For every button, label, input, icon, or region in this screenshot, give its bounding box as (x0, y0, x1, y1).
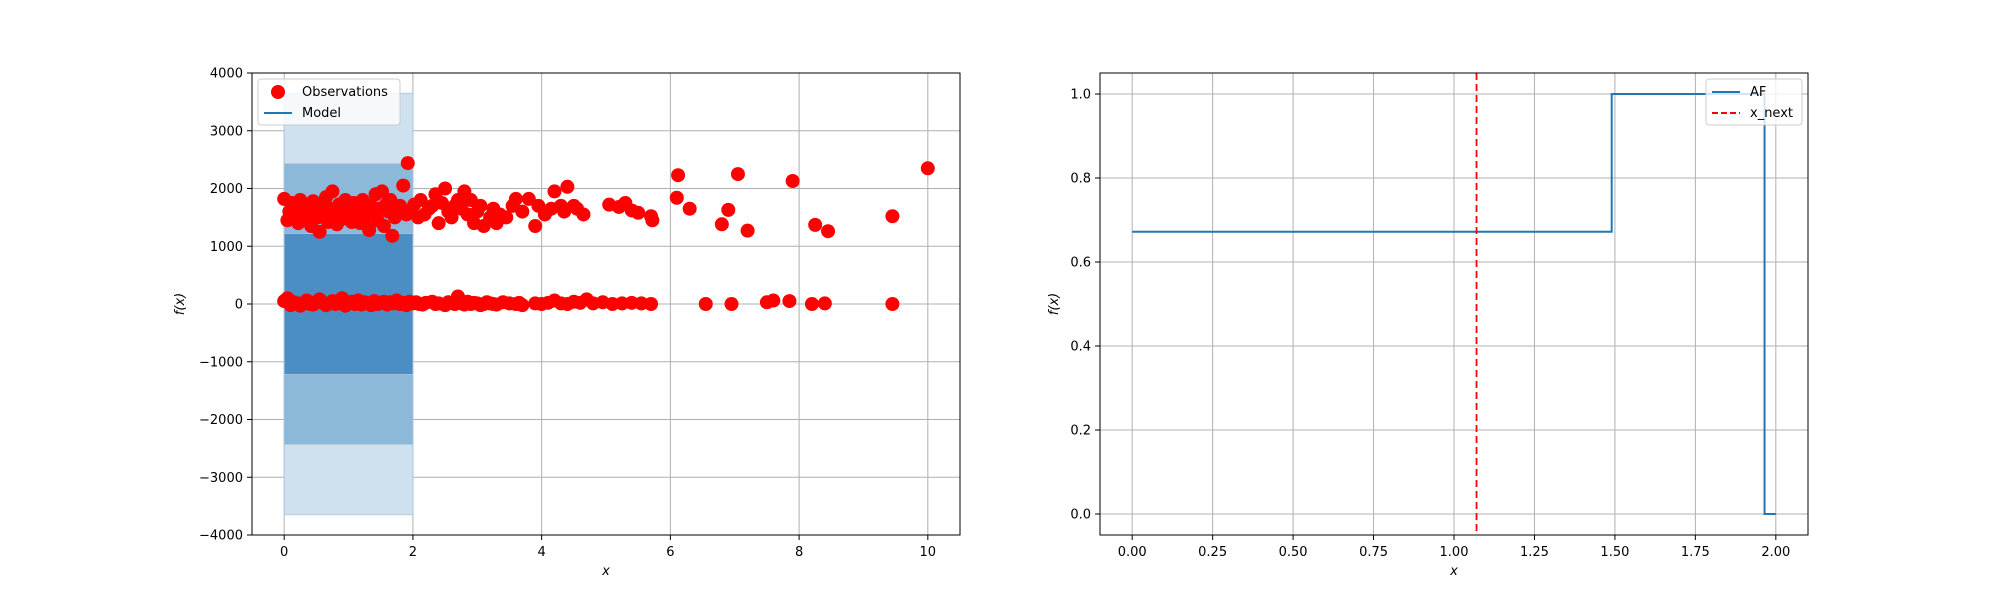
observation-point (499, 210, 514, 225)
observation-point (682, 201, 697, 216)
left-x-tick-label: 6 (666, 545, 674, 560)
observation-point (362, 223, 377, 238)
right-x-tick-label: 0.00 (1118, 545, 1147, 560)
left-x-axis-label: x (601, 564, 610, 579)
observation-point (576, 207, 591, 222)
observation-point (714, 217, 729, 232)
right-y-tick-label: 0.8 (1070, 172, 1091, 187)
right-x-tick-label: 0.50 (1279, 545, 1308, 560)
right-x-tick-label: 1.75 (1681, 545, 1710, 560)
observation-point (376, 219, 391, 234)
left-x-tick-label: 2 (409, 545, 417, 560)
observation-point (515, 204, 530, 219)
observation-points (277, 156, 935, 313)
legend-xnext-label: x_next (1750, 106, 1793, 121)
left-x-ticks: 0 2 4 6 8 10 (280, 535, 936, 560)
observation-point (804, 297, 819, 311)
right-y-tick-label: 0.2 (1070, 424, 1091, 439)
observation-point (413, 193, 428, 208)
right-series (1132, 73, 1776, 535)
right-y-tick-label: 1.0 (1070, 88, 1091, 103)
observation-point (431, 216, 446, 231)
legend-observations-label: Observations (302, 85, 388, 100)
observation-point (560, 179, 575, 194)
left-y-tick-label: 3000 (210, 124, 243, 139)
legend-model-label: Model (302, 106, 341, 121)
observation-point (631, 205, 646, 220)
left-y-tick-label: −3000 (199, 471, 243, 486)
observation-point (645, 213, 660, 228)
left-x-tick-label: 0 (280, 545, 288, 560)
right-y-ticks: 0.0 0.2 0.4 0.6 0.8 1.0 (1070, 88, 1100, 523)
observation-point (528, 219, 543, 234)
right-x-tick-label: 1.50 (1600, 545, 1629, 560)
left-y-tick-label: 2000 (210, 182, 243, 197)
observation-point (698, 297, 713, 311)
left-y-ticks: −4000 −3000 −2000 −1000 0 1000 2000 3000 4000 (199, 67, 252, 544)
observation-point (920, 161, 935, 176)
observations-model-chart: 0 2 4 6 8 10 −4000 −3000 −2000 −1000 0 1000 2000 300… (173, 67, 961, 579)
right-y-axis-label: f(x) (1047, 293, 1062, 315)
right-x-axis-label: x (1449, 564, 1458, 579)
left-y-tick-label: −4000 (199, 529, 243, 544)
right-y-tick-label: 0.6 (1070, 256, 1091, 271)
legend-observations-marker (271, 85, 285, 99)
left-x-tick-label: 4 (537, 545, 545, 560)
left-y-tick-label: −2000 (199, 413, 243, 428)
observation-point (724, 297, 739, 311)
observation-point (740, 223, 755, 238)
observation-point (444, 210, 459, 225)
observation-point (438, 181, 453, 196)
observation-point (312, 224, 327, 239)
observation-point (396, 178, 411, 193)
observation-point (515, 298, 530, 313)
observation-point (400, 156, 415, 171)
left-y-tick-label: 4000 (210, 67, 243, 82)
observation-point (521, 191, 536, 206)
right-x-ticks: 0.00 0.25 0.50 0.75 1.00 1.25 1.50 1.75 2.00 (1118, 535, 1790, 560)
observation-point (671, 168, 686, 183)
left-y-tick-label: −1000 (199, 355, 243, 370)
observation-point (885, 297, 900, 311)
observation-point (721, 202, 736, 217)
left-x-tick-label: 10 (920, 545, 937, 560)
observation-point (730, 167, 745, 182)
right-x-tick-label: 0.25 (1198, 545, 1227, 560)
legend-af-label: AF (1750, 85, 1766, 100)
observation-point (817, 296, 832, 311)
observation-point (766, 293, 781, 308)
observation-point (785, 173, 800, 188)
observation-point (885, 209, 900, 224)
right-y-tick-label: 0.4 (1070, 340, 1091, 355)
observation-point (782, 294, 797, 309)
observation-point (821, 224, 836, 239)
observation-point (473, 198, 488, 213)
right-x-tick-label: 1.00 (1440, 545, 1469, 560)
left-legend-box (257, 78, 401, 126)
left-y-tick-label: 1000 (210, 240, 243, 255)
right-x-tick-label: 1.25 (1520, 545, 1549, 560)
af-series-line (1132, 93, 1776, 515)
observation-point (644, 297, 659, 311)
right-y-tick-label: 0.0 (1070, 508, 1091, 523)
observation-point (325, 184, 340, 199)
observation-point (385, 228, 400, 243)
right-x-tick-label: 2.00 (1761, 545, 1790, 560)
observation-point (669, 190, 684, 205)
left-y-tick-label: 0 (235, 298, 243, 313)
left-x-tick-label: 8 (795, 545, 803, 560)
left-y-axis-label: f(x) (173, 293, 188, 315)
acquisition-function-chart: 0.00 0.25 0.50 0.75 1.00 1.25 1.50 1.75 2.00 0.0… (1047, 72, 1809, 579)
left-legend: Observations Model (257, 78, 401, 126)
observation-point (508, 191, 523, 206)
right-legend: AF x_next (1705, 78, 1803, 126)
right-x-tick-label: 0.75 (1359, 545, 1388, 560)
observation-point (547, 184, 562, 199)
observation-point (375, 184, 390, 199)
observation-point (808, 217, 823, 232)
